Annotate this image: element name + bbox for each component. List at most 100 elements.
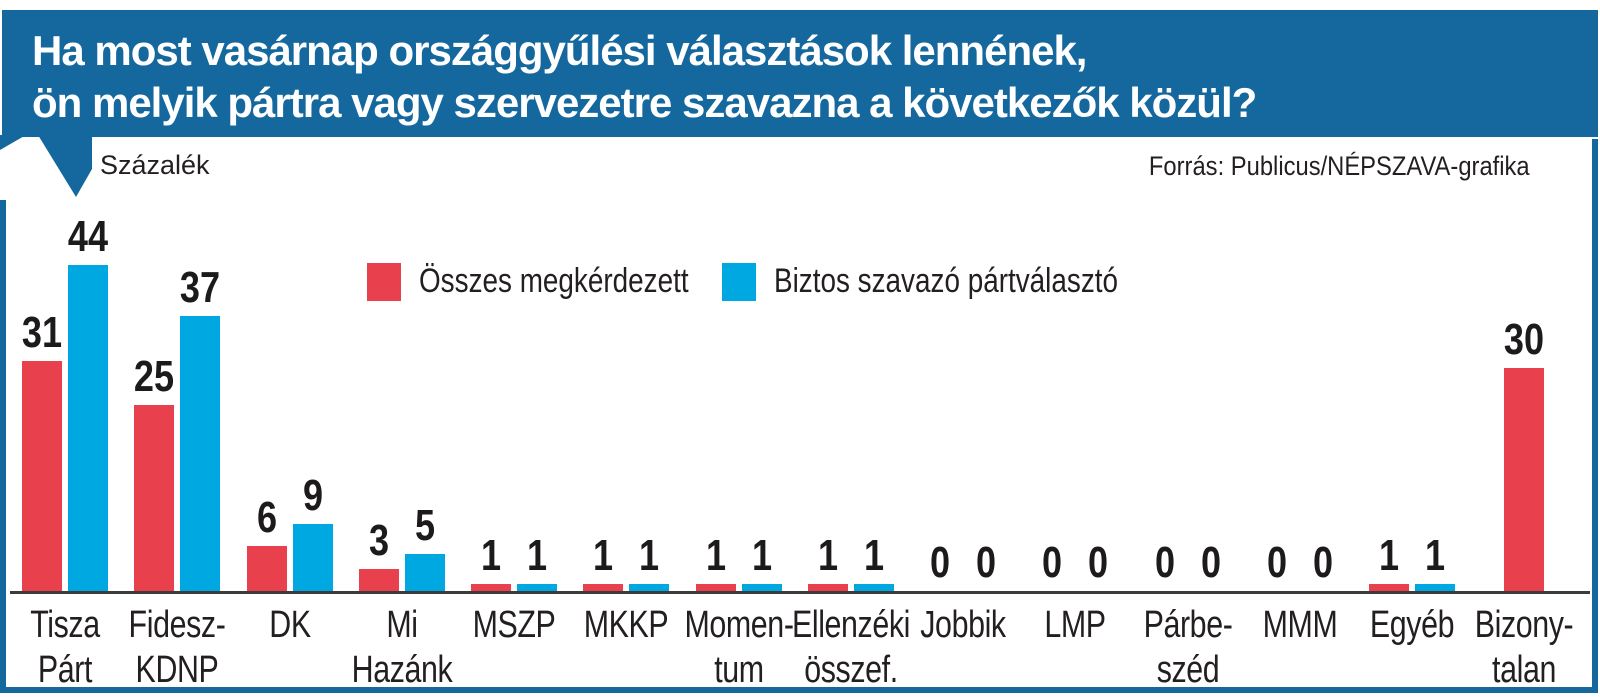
bar-blue-12: [1415, 584, 1455, 591]
source-credit: Forrás: Publicus/NÉPSZAVA-grafika: [1149, 151, 1530, 181]
category-label-line: Tisza: [30, 604, 100, 646]
legend-label-committed: Biztos szavazó pártválasztó: [774, 262, 1119, 300]
category-label: DK: [222, 603, 356, 648]
value-label: 25: [134, 352, 175, 401]
value-label: 1: [863, 531, 884, 580]
category-label-line: Fidesz-: [128, 604, 226, 646]
bar-blue-3: [404, 554, 445, 591]
bar-red-5: [583, 584, 624, 591]
category-label: Mi Hazánk: [335, 603, 469, 693]
bar-blue-1: [180, 316, 221, 591]
bar-red-3: [358, 569, 399, 591]
category-label-line: Bizony-: [1474, 604, 1574, 646]
category-label-line: MSZP: [472, 604, 556, 646]
axis-unit-label: Százalék: [100, 150, 210, 180]
category-label-line: Párt: [37, 649, 93, 691]
category-label-line: tum: [713, 649, 764, 691]
frame-border-bottom: [2, 687, 1598, 693]
value-label: 0: [1042, 538, 1063, 587]
category-label-line: összef.: [803, 649, 898, 691]
category-label: Jobbik: [896, 603, 1030, 648]
frame-border-left: [0, 200, 6, 693]
bar-blue-7: [853, 584, 894, 591]
category-label-line: DK: [268, 604, 311, 646]
category-label: Momen-tum: [671, 603, 805, 693]
category-label: MMM: [1233, 603, 1367, 648]
value-label: 37: [180, 263, 221, 312]
bar-red-0: [22, 361, 62, 591]
bar-blue-6: [741, 584, 782, 591]
x-axis-line: [10, 591, 1590, 594]
legend-item-total: Összes megkérdezett: [367, 262, 748, 301]
category-label: Ellenzéki összef.: [784, 603, 918, 693]
legend-swatch-blue: [722, 262, 756, 301]
category-label: LMP: [1008, 603, 1142, 648]
legend-label-total: Összes megkérdezett: [419, 262, 689, 300]
bar-blue-2: [292, 524, 333, 591]
category-label-line: MKKP: [583, 604, 669, 646]
value-label: 0: [929, 538, 951, 587]
bar-blue-5: [629, 584, 670, 591]
category-label-line: Momen-: [683, 604, 794, 646]
speech-bubble-tail-icon: [0, 135, 92, 197]
value-label: 1: [593, 531, 614, 580]
category-label: Párbe-széd: [1120, 603, 1254, 693]
category-label: MKKP: [559, 603, 693, 648]
value-label: 30: [1504, 315, 1545, 364]
value-label: 0: [1088, 538, 1109, 587]
chart-title-line1: Ha most vasárnap országgyűlési választás…: [32, 27, 1087, 74]
value-label: 0: [975, 538, 997, 587]
value-label: 1: [639, 531, 660, 580]
legend-swatch-red: [367, 262, 401, 301]
category-label: Egyéb: [1345, 603, 1479, 648]
bar-blue-0: [68, 265, 108, 591]
value-label: 0: [1266, 538, 1287, 587]
value-label: 6: [256, 493, 277, 542]
value-label: 44: [67, 212, 109, 261]
value-label: 1: [526, 531, 548, 580]
category-label-line: Egyéb: [1369, 604, 1455, 646]
frame-border-right: [1592, 139, 1598, 693]
bar-red-12: [1369, 584, 1409, 591]
bar-red-13: [1504, 368, 1545, 591]
bar-blue-4: [517, 584, 557, 591]
chart-title-line2: ön melyik pártra vagy szervezetre szavaz…: [32, 79, 1257, 126]
value-label: 9: [302, 471, 323, 520]
category-label-line: LMP: [1044, 604, 1107, 646]
value-label: 0: [1154, 538, 1175, 587]
category-label-line: MMM: [1262, 604, 1338, 646]
header-band: Ha most vasárnap országgyűlési választás…: [2, 10, 1598, 137]
value-label: 0: [1200, 538, 1221, 587]
value-label: 1: [1378, 531, 1400, 580]
category-label-line: széd: [1156, 649, 1219, 691]
value-label: 1: [705, 531, 726, 580]
category-label-line: Mi: [386, 604, 418, 646]
category-label-line: talan: [1492, 649, 1557, 691]
bar-red-4: [471, 584, 511, 591]
value-label: 3: [368, 516, 389, 565]
bar-red-2: [246, 546, 287, 591]
value-label: 31: [21, 308, 63, 357]
legend-item-committed: Biztos szavazó pártválasztó: [722, 262, 1194, 301]
category-label-line: Hazánk: [351, 649, 453, 691]
category-label-line: Ellenzéki: [791, 604, 910, 646]
category-label-line: Jobbik: [920, 604, 1006, 646]
chart-title: Ha most vasárnap országgyűlési választás…: [32, 25, 1257, 129]
category-label-line: KDNP: [135, 649, 219, 691]
bar-red-1: [134, 405, 175, 591]
value-label: 1: [480, 531, 502, 580]
category-label: Tisza Párt: [0, 603, 132, 693]
value-label: 0: [1312, 538, 1333, 587]
category-label: Fidesz- KDNP: [110, 603, 244, 693]
bar-red-6: [695, 584, 736, 591]
bar-red-7: [807, 584, 848, 591]
value-label: 5: [414, 501, 435, 550]
value-label: 1: [817, 531, 838, 580]
category-label-line: Párbe-: [1143, 604, 1232, 646]
value-label: 1: [751, 531, 772, 580]
value-label: 1: [1424, 531, 1446, 580]
category-label: MSZP: [447, 603, 581, 648]
category-label: Bizony-talan: [1457, 603, 1591, 693]
